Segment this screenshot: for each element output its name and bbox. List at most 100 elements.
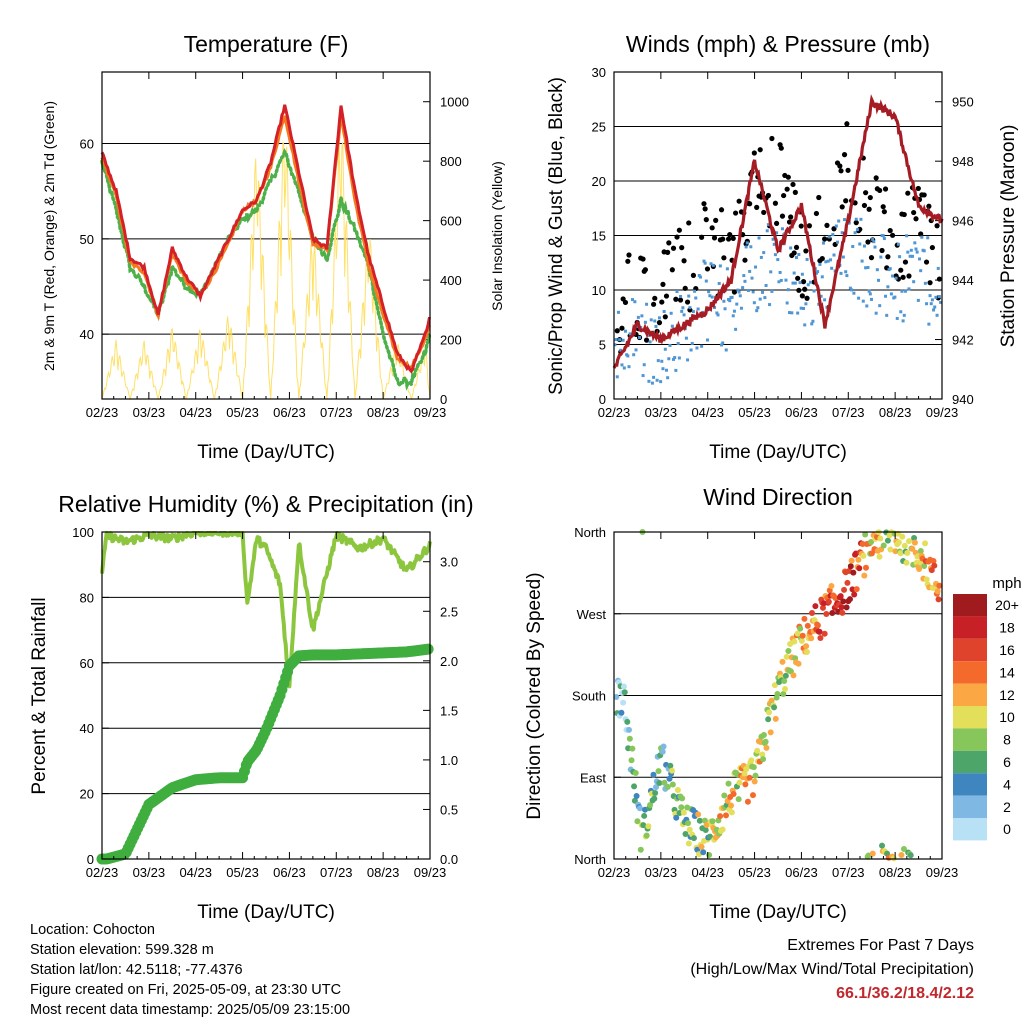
wind-dir-point xyxy=(647,801,654,808)
winds-xlabel: Time (Day/UTC) xyxy=(709,442,847,463)
colorbar-swatch xyxy=(953,706,987,729)
sonic-wind-point xyxy=(623,329,627,333)
solar-ytick-label: 400 xyxy=(440,273,462,288)
wind-dir-point xyxy=(765,716,772,723)
wind-dir-point xyxy=(766,709,773,716)
wind-dir-point xyxy=(624,718,631,725)
sonic-wind-point xyxy=(778,270,782,274)
gust-point xyxy=(659,299,665,305)
gust-point xyxy=(905,190,911,196)
gust-point xyxy=(701,201,707,207)
wind-dir-point xyxy=(821,630,828,637)
recent-timestamp: Most recent data timestamp: 2025/05/09 2… xyxy=(30,1002,351,1018)
sonic-wind-point xyxy=(881,234,885,238)
gust-point xyxy=(934,223,940,229)
precip-ytick-label: 1.0 xyxy=(440,753,458,768)
wind-dir-point xyxy=(798,637,805,644)
station-location: Location: Cohocton xyxy=(30,922,155,938)
wind-dir-point xyxy=(911,539,918,546)
sonic-wind-point xyxy=(768,303,772,307)
gust-point xyxy=(665,249,671,255)
temperature-xtick-label: 08/23 xyxy=(367,405,400,420)
sonic-wind-point xyxy=(819,294,823,298)
sonic-wind-point xyxy=(933,305,937,309)
gust-point xyxy=(803,248,809,254)
wind-dir-point xyxy=(819,604,826,611)
gust-point xyxy=(660,281,666,287)
wind-dir-point xyxy=(879,842,886,849)
sonic-wind-point xyxy=(762,251,766,255)
sonic-wind-point xyxy=(905,234,909,238)
gust-point xyxy=(838,168,844,174)
gust-point xyxy=(792,189,798,195)
colorbar-swatch xyxy=(953,728,987,751)
gust-point xyxy=(673,296,679,302)
colorbar-label: 18 xyxy=(999,620,1015,636)
wind-dir-xtick-label: 05/23 xyxy=(738,865,771,880)
wind-dir-point xyxy=(695,811,702,818)
sonic-wind-point xyxy=(857,296,861,300)
wind-dir-point xyxy=(844,579,851,586)
rh-ytick-label: 0 xyxy=(87,852,94,867)
winds-ytick-label: 20 xyxy=(592,174,606,189)
sonic-wind-point xyxy=(721,341,725,345)
rh-xtick-label: 04/23 xyxy=(179,865,212,880)
wind-dir-point xyxy=(628,757,635,764)
gust-point xyxy=(813,210,820,217)
colorbar-swatch xyxy=(953,594,987,617)
sonic-wind-point xyxy=(830,266,834,270)
wind-dir-point xyxy=(636,805,643,812)
wind-dir-point xyxy=(903,559,910,566)
wind-dir-point xyxy=(752,772,759,779)
colorbar-label: 4 xyxy=(1003,776,1011,792)
sonic-wind-point xyxy=(728,299,732,303)
station-latlon: Station lat/lon: 42.5118; -77.4376 xyxy=(30,962,243,978)
sonic-wind-point xyxy=(882,237,886,241)
sonic-wind-point xyxy=(616,310,620,314)
sonic-wind-point xyxy=(836,240,840,244)
rh-xtick-label: 09/23 xyxy=(414,865,447,880)
sonic-wind-point xyxy=(711,263,715,267)
wind-dir-point xyxy=(783,653,790,660)
gust-point xyxy=(619,325,625,331)
sonic-wind-point xyxy=(785,301,789,305)
sonic-wind-point xyxy=(691,310,695,314)
sonic-wind-point xyxy=(674,368,678,372)
sonic-wind-point xyxy=(656,359,660,363)
wind-dir-point xyxy=(754,747,761,754)
gust-point xyxy=(844,121,850,127)
sonic-wind-point xyxy=(889,292,893,296)
wind-dir-point xyxy=(771,682,778,689)
gust-point xyxy=(900,274,906,280)
sonic-wind-point xyxy=(793,281,797,285)
wind-dir-point xyxy=(735,796,742,803)
sonic-wind-point xyxy=(723,307,727,311)
sonic-wind-point xyxy=(680,309,684,313)
sonic-wind-point xyxy=(901,319,905,323)
gust-point xyxy=(679,245,685,251)
rh-ytick-label: 20 xyxy=(80,787,94,802)
wind-dir-point xyxy=(904,549,911,556)
sonic-wind-point xyxy=(735,302,739,306)
sonic-wind-point xyxy=(761,290,765,294)
winds-xtick-label: 03/23 xyxy=(645,405,678,420)
winds-ytick-label: 10 xyxy=(592,283,606,298)
sonic-wind-point xyxy=(703,261,707,265)
gust-point xyxy=(837,163,843,169)
wind-dir-ytick-label: West xyxy=(577,607,607,622)
gust-point xyxy=(881,209,887,215)
sonic-wind-point xyxy=(872,240,876,244)
wind-dir-point xyxy=(767,729,774,736)
sonic-wind-point xyxy=(724,348,728,352)
sonic-wind-point xyxy=(775,231,779,235)
extremes-block: Extremes For Past 7 Days (High/Low/Max W… xyxy=(690,934,974,1006)
wind-dir-point xyxy=(906,538,913,545)
sonic-wind-point xyxy=(741,286,745,290)
sonic-wind-point xyxy=(875,268,879,272)
gust-point xyxy=(732,210,739,216)
gust-point xyxy=(682,285,688,291)
gust-point xyxy=(786,219,793,225)
temperature-plot-frame xyxy=(101,71,431,400)
wind-dir-xtick-label: 02/23 xyxy=(598,865,631,880)
